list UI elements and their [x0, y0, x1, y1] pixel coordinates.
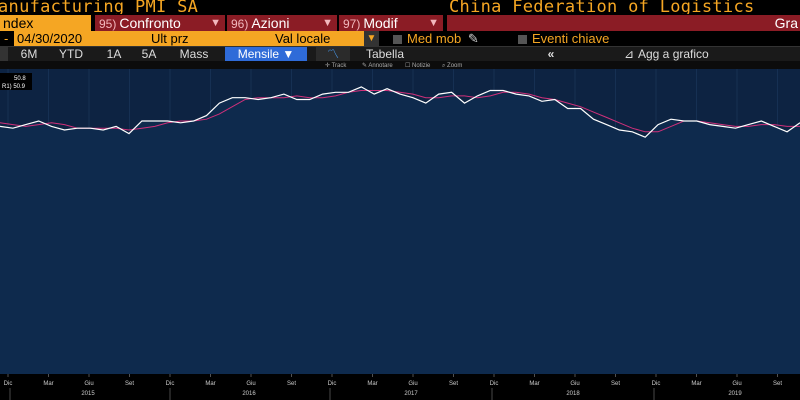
year-label: 2016: [242, 391, 256, 397]
legend-value-1: 50.8: [14, 76, 26, 82]
index-menu-label: ndex: [3, 15, 34, 31]
x-tick-label: Giu: [84, 381, 93, 387]
azioni-menu[interactable]: 96) Azioni ▼: [227, 15, 337, 31]
modif-menu[interactable]: 97) Modif ▼: [339, 15, 443, 31]
azioni-label: Azioni: [251, 15, 290, 31]
legend-box: [0, 73, 32, 90]
frequency-select[interactable]: Mensile ▼: [225, 47, 307, 62]
moving-average-toggle[interactable]: Med mob ✎: [393, 31, 479, 46]
currency-select[interactable]: Val locale: [272, 31, 370, 46]
pencil-icon: ✎: [467, 31, 479, 46]
moving-average-label: Med mob: [407, 31, 462, 46]
year-label: 2019: [728, 391, 742, 397]
price-area: [0, 86, 800, 375]
x-tick-label: Mar: [529, 381, 539, 387]
table-view-button[interactable]: Tabella: [365, 47, 405, 61]
price-chart[interactable]: ✛ Track ✎ Annotare ☐ Notizie ⌕ Zoom 50.8…: [0, 61, 800, 400]
currency-dropdown-icon[interactable]: ▼: [364, 31, 379, 46]
grafico-menu[interactable]: Gra: [447, 15, 800, 31]
year-label: 2015: [81, 391, 95, 397]
period-max[interactable]: Mass: [179, 47, 209, 61]
x-tick-label: Dic: [328, 381, 337, 387]
x-tick-label: Dic: [490, 381, 499, 387]
x-axis-area: [0, 374, 800, 400]
security-title: anufacturing PMI SA: [0, 0, 199, 14]
confronto-label: Confronto: [119, 15, 181, 31]
period-6m[interactable]: 6M: [20, 47, 38, 61]
dropdown-arrow-icon: ▼: [322, 17, 333, 29]
range-dash: -: [4, 31, 9, 46]
price-field-select[interactable]: Ult prz: [148, 31, 272, 46]
azioni-number: 96): [231, 17, 249, 31]
annotate-tool[interactable]: ✎ Annotare: [362, 62, 393, 69]
period-1a[interactable]: 1A: [106, 47, 122, 61]
period-5a[interactable]: 5A: [141, 47, 157, 61]
modif-label: Modif: [363, 15, 398, 31]
add-chart-icon[interactable]: ⊿: [623, 47, 635, 61]
x-tick-label: Giu: [408, 381, 417, 387]
x-tick-label: Giu: [732, 381, 741, 387]
period-bar: 6M YTD 1A 5A Mass Mensile ▼ 〽 Tabella « …: [0, 46, 800, 62]
news-tool[interactable]: ☐ Notizie: [405, 62, 431, 69]
checkbox-icon: [393, 35, 402, 45]
legend-value-2: R1) 50.9: [2, 84, 26, 90]
end-date-field[interactable]: 04/30/2020: [14, 31, 148, 46]
title-bar: anufacturing PMI SA China Federation of …: [0, 0, 800, 14]
x-tick-label: Set: [611, 381, 620, 387]
x-tick-label: Dic: [652, 381, 661, 387]
index-menu[interactable]: ndex: [0, 15, 91, 31]
price-line: [0, 86, 800, 138]
x-tick-label: Mar: [43, 381, 53, 387]
x-tick-label: Giu: [246, 381, 255, 387]
x-tick-label: Mar: [205, 381, 215, 387]
chart-tools-bar: [0, 61, 800, 69]
security-source: China Federation of Logistics: [449, 0, 755, 14]
dropdown-arrow-icon: ▼: [210, 17, 221, 29]
x-tick-label: Set: [773, 381, 782, 387]
year-label: 2018: [566, 391, 580, 397]
zoom-tool[interactable]: ⌕ Zoom: [442, 63, 462, 69]
x-tick-label: Set: [287, 381, 296, 387]
x-tick-label: Set: [125, 381, 134, 387]
dropdown-arrow-icon: ▼: [428, 17, 439, 29]
line-chart-icon[interactable]: 〽: [316, 47, 350, 62]
x-tick-label: Set: [449, 381, 458, 387]
period-ytd[interactable]: YTD: [59, 47, 83, 61]
scroll-left-handle[interactable]: [0, 47, 8, 62]
menu-bar: ndex 95) Confronto ▼ 96) Azioni ▼ 97) Modif…: [0, 14, 800, 31]
grafico-label: Gra: [774, 15, 798, 31]
x-axis: Dic Mar Giu Set Dic Mar Giu Set Dic Mar Giu Set Dic M…: [4, 374, 782, 400]
x-tick-label: Mar: [367, 381, 377, 387]
x-tick-label: Giu: [570, 381, 579, 387]
year-label: 2017: [404, 391, 418, 397]
checkbox-icon: [518, 35, 527, 45]
key-events-toggle[interactable]: Eventi chiave: [518, 31, 609, 46]
confronto-number: 95): [99, 17, 117, 31]
modif-number: 97): [343, 17, 361, 31]
x-tick-label: Mar: [691, 381, 701, 387]
key-events-label: Eventi chiave: [532, 31, 610, 46]
x-tick-label: Dic: [4, 381, 13, 387]
collapse-icon[interactable]: «: [547, 47, 555, 61]
add-to-chart-button[interactable]: Agg a grafico: [638, 47, 709, 61]
confronto-menu[interactable]: 95) Confronto ▼: [95, 15, 225, 31]
settings-bar: - 04/30/2020 Ult prz Val locale ▼ Med mo…: [0, 31, 800, 46]
track-tool[interactable]: ✛ Track: [325, 62, 347, 69]
x-tick-label: Dic: [166, 381, 175, 387]
